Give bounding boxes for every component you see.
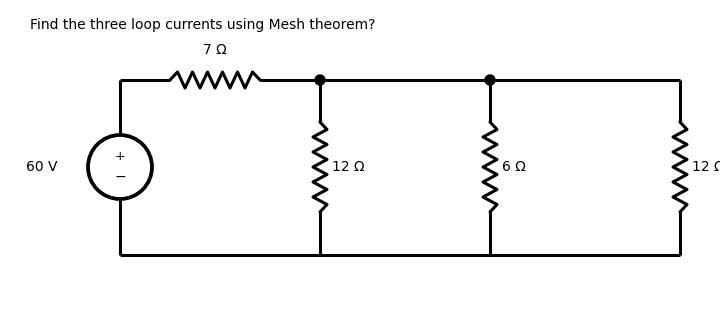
Text: 60 V: 60 V <box>27 160 58 174</box>
Text: −: − <box>114 170 126 184</box>
Text: 12 Ω: 12 Ω <box>332 160 364 174</box>
Circle shape <box>315 75 325 85</box>
Text: 6 Ω: 6 Ω <box>502 160 526 174</box>
Text: Find the three loop currents using Mesh theorem?: Find the three loop currents using Mesh … <box>30 18 375 32</box>
Text: 12 Ω: 12 Ω <box>692 160 720 174</box>
Circle shape <box>485 75 495 85</box>
Text: +: + <box>114 150 125 163</box>
Text: 7 Ω: 7 Ω <box>203 43 227 57</box>
